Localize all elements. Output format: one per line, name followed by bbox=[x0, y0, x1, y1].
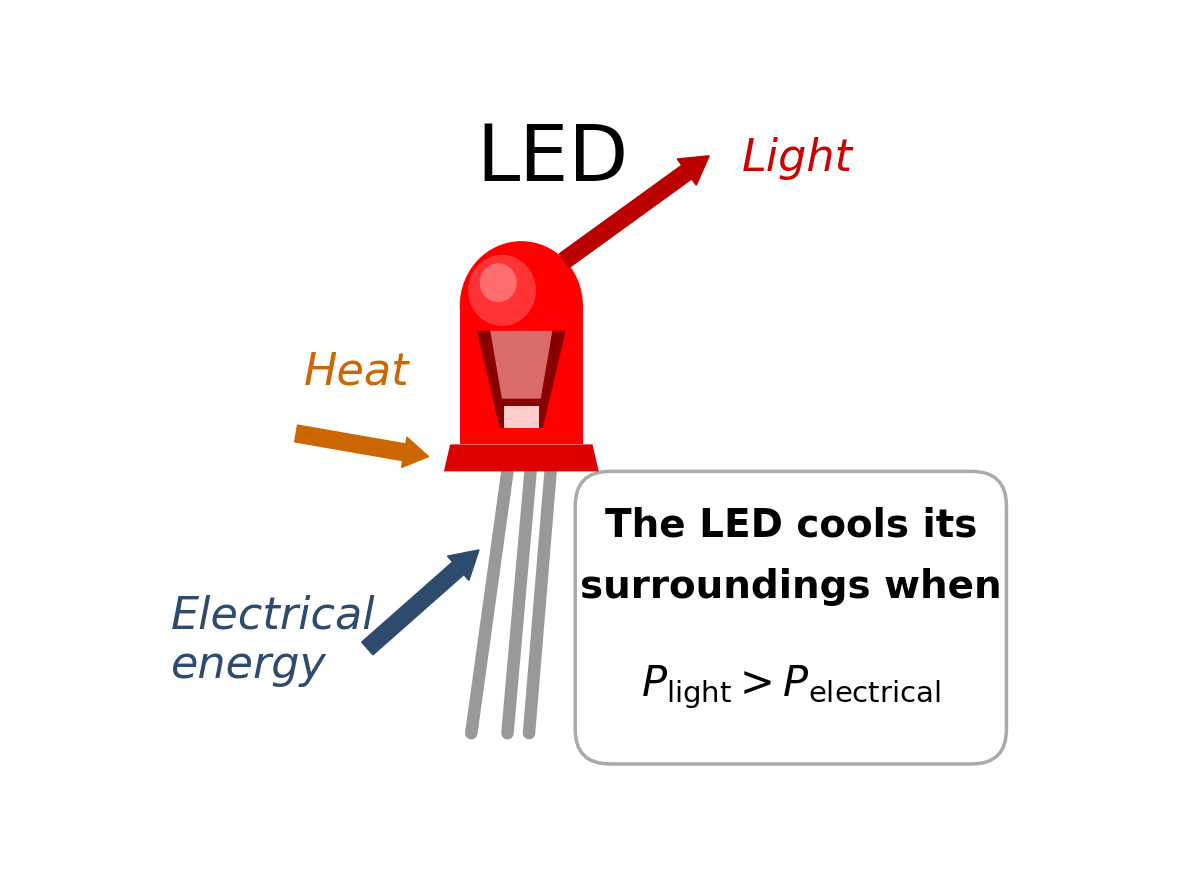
Text: LED: LED bbox=[476, 121, 628, 197]
Polygon shape bbox=[505, 406, 539, 428]
Polygon shape bbox=[477, 330, 565, 428]
Ellipse shape bbox=[459, 241, 583, 371]
Text: The LED cools its: The LED cools its bbox=[605, 506, 977, 544]
FancyArrow shape bbox=[362, 550, 478, 655]
Text: $\mathit{P}_{\mathrm{light}} > \mathit{P}_{\mathrm{electrical}}$: $\mathit{P}_{\mathrm{light}} > \mathit{P… bbox=[641, 663, 941, 712]
FancyBboxPatch shape bbox=[575, 472, 1007, 764]
Bar bbox=[459, 305, 583, 445]
Text: Electrical
energy: Electrical energy bbox=[171, 595, 376, 688]
FancyArrow shape bbox=[559, 155, 709, 267]
Polygon shape bbox=[490, 330, 552, 398]
FancyArrow shape bbox=[295, 425, 428, 467]
Text: surroundings when: surroundings when bbox=[580, 568, 1002, 605]
Text: Light: Light bbox=[741, 138, 853, 180]
Polygon shape bbox=[444, 445, 599, 472]
Ellipse shape bbox=[480, 263, 516, 302]
Text: Heat: Heat bbox=[303, 350, 409, 394]
Ellipse shape bbox=[468, 255, 536, 326]
